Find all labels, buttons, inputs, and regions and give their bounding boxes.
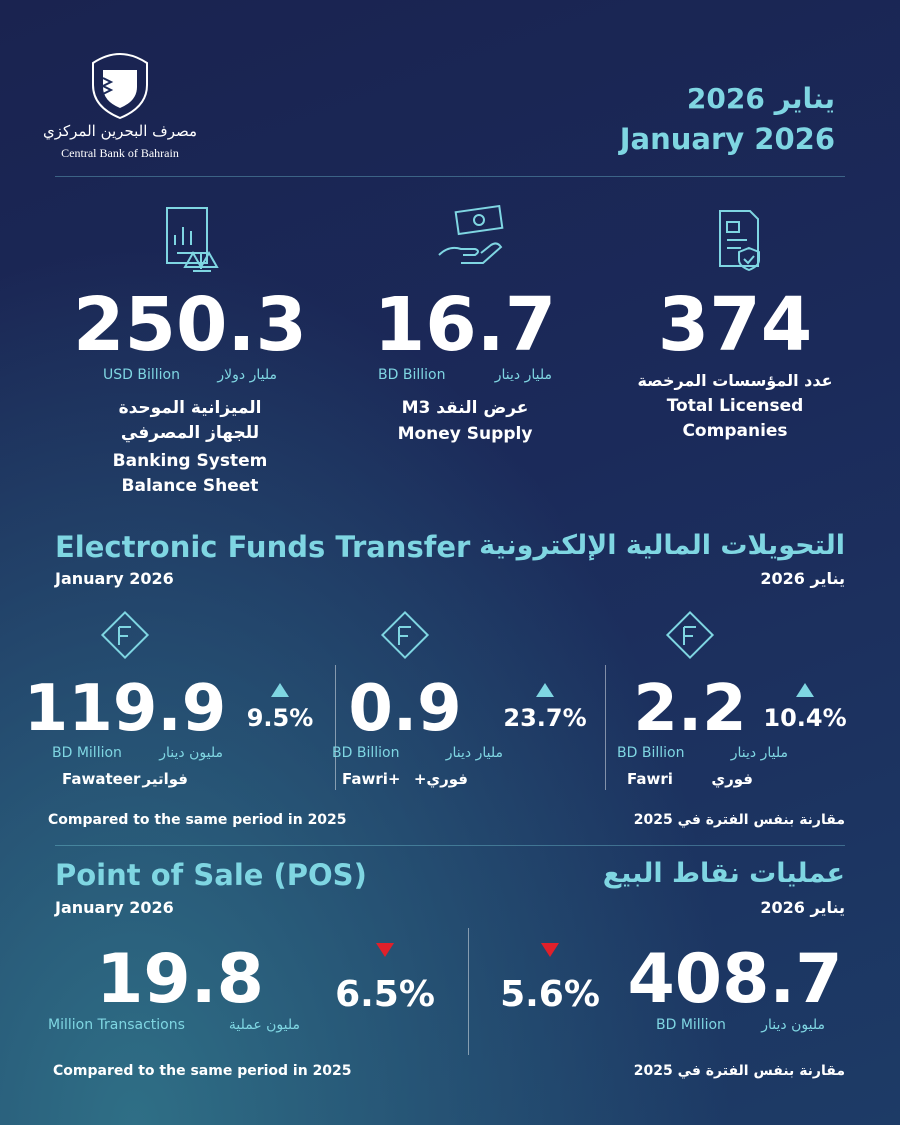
divider <box>55 176 845 177</box>
pos-change: 6.5% <box>335 974 435 1015</box>
eft-change: 23.7% <box>503 704 587 732</box>
eft-unit-ar: مليار دينار <box>730 745 788 761</box>
arrow-shape <box>376 943 394 957</box>
eft-unit-ar: مليون دينار <box>159 745 223 761</box>
trend-up-arrow <box>536 683 554 697</box>
pos-period-ar: يناير 2026 <box>760 898 845 917</box>
stat-value: 16.7 <box>373 282 557 368</box>
money-icon <box>438 205 504 264</box>
pos-value: 408.7 <box>627 940 843 1019</box>
eft-unit-en: BD Billion <box>332 745 400 761</box>
trend-up-arrow <box>271 683 289 697</box>
divider <box>55 845 845 846</box>
eft-name-en: Fawateer <box>62 770 141 788</box>
pos-period-en: January 2026 <box>55 898 174 917</box>
eft-value: 2.2 <box>633 672 747 746</box>
divider <box>468 928 469 1055</box>
arrow-shape <box>536 683 554 697</box>
pos-note-ar: مقارنة بنفس الفترة في 2025 <box>633 1063 845 1079</box>
eft-unit-en: BD Billion <box>617 745 685 761</box>
stat-label-ar: الميزانية الموحدة للجهاز المصرفي <box>118 398 262 443</box>
eft-value: 0.9 <box>348 672 462 746</box>
eft-change: 9.5% <box>246 704 314 732</box>
pos-unit-ar: مليون عملية <box>228 1017 300 1033</box>
service-icon <box>380 610 430 660</box>
divider <box>335 665 336 790</box>
stat-value: 250.3 <box>72 282 308 368</box>
eft-title-en: Electronic Funds Transfer <box>55 530 471 564</box>
stat-value: 374 <box>657 282 813 368</box>
divider <box>605 665 606 790</box>
eft-period-en: January 2026 <box>55 569 174 588</box>
eft-name-ar: فوري <box>711 770 753 788</box>
service-icon <box>665 610 715 660</box>
pos-title-ar: عمليات نقاط البيع <box>602 858 845 889</box>
eft-name-en: Fawri+ <box>342 770 401 788</box>
service-icon <box>100 610 150 660</box>
eft-name-ar: فوري+ <box>413 770 468 788</box>
pos-change: 5.6% <box>500 974 600 1015</box>
stat-unit-en: BD Billion <box>378 367 446 383</box>
stat-label-en: Total Licensed Companies <box>666 396 804 441</box>
eft-title-ar: التحويلات المالية الإلكترونية <box>479 530 845 561</box>
eft-note-en: Compared to the same period in 2025 <box>48 812 347 828</box>
stat-label-en: Banking System Balance Sheet <box>112 451 268 496</box>
stat-label-en: Money Supply <box>397 424 533 444</box>
eft-unit-en: BD Million <box>52 745 122 761</box>
eft-note-ar: مقارنة بنفس الفترة في 2025 <box>633 812 845 828</box>
pos-unit-ar: مليون دينار <box>761 1017 825 1033</box>
pos-unit-en: Million Transactions <box>48 1017 185 1033</box>
trend-down-arrow <box>376 943 394 957</box>
trend-down-arrow <box>541 943 559 957</box>
arrow-shape <box>271 683 289 697</box>
date-english: January 2026 <box>619 122 835 156</box>
eft-unit-ar: مليار دينار <box>445 745 503 761</box>
pos-value: 19.8 <box>96 940 264 1019</box>
pos-unit-en: BD Million <box>656 1017 726 1033</box>
stat-unit-ar: مليار دولار <box>217 367 277 383</box>
pos-note-en: Compared to the same period in 2025 <box>53 1063 352 1079</box>
eft-period-ar: يناير 2026 <box>760 569 845 588</box>
arrow-shape <box>796 683 814 697</box>
balance-icon <box>166 207 219 272</box>
date-arabic: يناير 2026 <box>686 82 835 115</box>
stat-label-ar: عدد المؤسسات المرخصة <box>637 371 833 390</box>
eft-change: 10.4% <box>763 704 847 732</box>
stat-label-ar: عرض النقد M3 <box>401 398 529 418</box>
logo-arabic: مصرف البحرين المركزي <box>42 122 198 140</box>
eft-name-en: Fawri <box>627 770 673 788</box>
stat-unit-en: USD Billion <box>103 367 180 383</box>
arrow-shape <box>541 943 559 957</box>
stat-unit-ar: مليار دينار <box>494 367 552 383</box>
document-icon <box>719 210 760 272</box>
eft-value: 119.9 <box>23 672 227 746</box>
logo-emblem <box>92 53 148 120</box>
logo-english: Central Bank of Bahrain <box>61 146 179 160</box>
pos-title-en: Point of Sale (POS) <box>55 858 367 892</box>
eft-name-ar: فواتير <box>142 770 188 788</box>
trend-up-arrow <box>796 683 814 697</box>
